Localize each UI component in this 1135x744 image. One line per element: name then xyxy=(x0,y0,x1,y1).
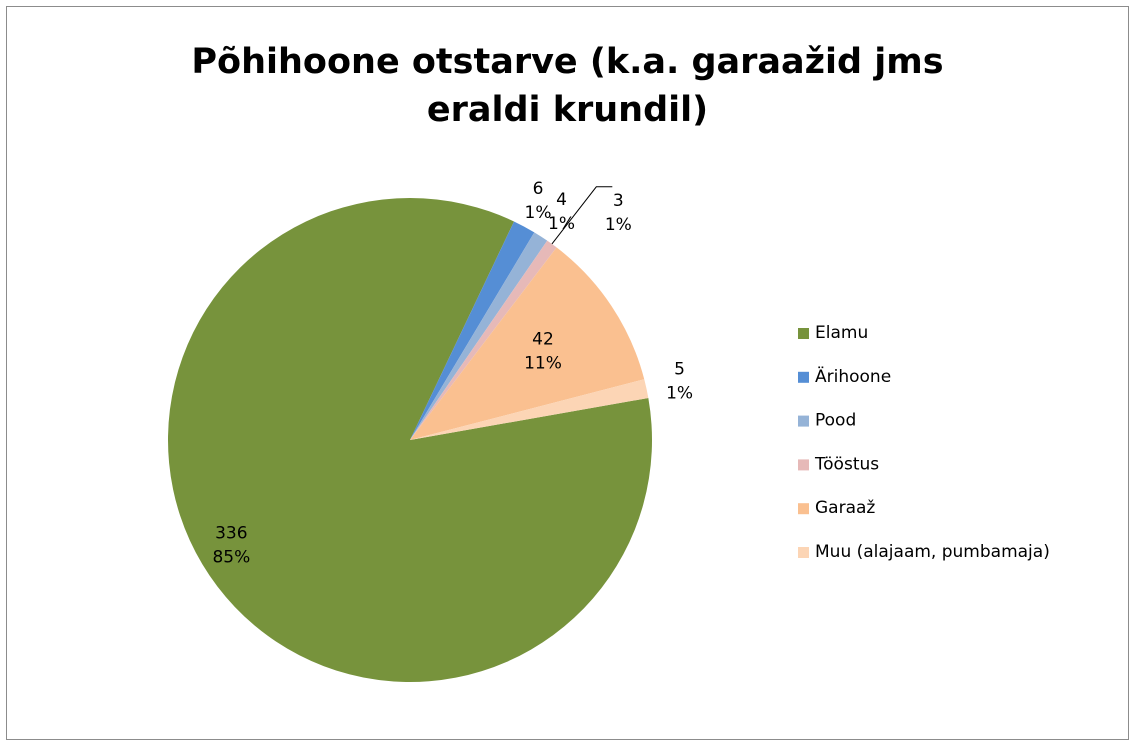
legend-swatch xyxy=(798,503,809,515)
data-label-percent: 1% xyxy=(605,215,632,235)
data-label-percent: 1% xyxy=(525,203,552,223)
legend-label: Pood xyxy=(815,411,856,431)
data-label: 3 xyxy=(613,191,624,211)
pie-slice xyxy=(168,197,652,682)
legend-swatch xyxy=(798,459,809,471)
data-label-percent: 11% xyxy=(524,354,562,374)
data-label: 42 xyxy=(532,330,554,350)
legend-label: Garaaž xyxy=(815,498,875,518)
chart-frame xyxy=(6,6,1129,740)
legend-label: Ärihoone xyxy=(815,366,891,387)
legend-label: Elamu xyxy=(815,323,868,343)
legend-swatch xyxy=(798,415,809,427)
legend-swatch xyxy=(798,328,809,339)
pie-slice xyxy=(410,232,548,440)
data-label-percent: 85% xyxy=(212,548,250,568)
chart-title: Põhihoone otstarve (k.a. garaažid jms er… xyxy=(191,42,944,130)
data-label-percent: 1% xyxy=(548,214,575,234)
leader-line xyxy=(551,186,613,245)
data-label: 5 xyxy=(674,359,685,379)
pie-slice xyxy=(410,221,535,440)
legend-swatch xyxy=(798,547,809,558)
legend-label: Tööstus xyxy=(814,454,879,474)
pie-slice xyxy=(410,247,645,440)
legend-label: Muu (alajaam, pumbamaja) xyxy=(815,542,1050,562)
legend-swatch xyxy=(798,371,809,383)
pie-slice xyxy=(410,240,557,440)
data-label: 4 xyxy=(556,190,567,210)
data-label-percent: 1% xyxy=(666,383,693,403)
pie-slice xyxy=(410,379,649,440)
data-label: 336 xyxy=(215,524,247,544)
data-label: 6 xyxy=(533,179,544,199)
